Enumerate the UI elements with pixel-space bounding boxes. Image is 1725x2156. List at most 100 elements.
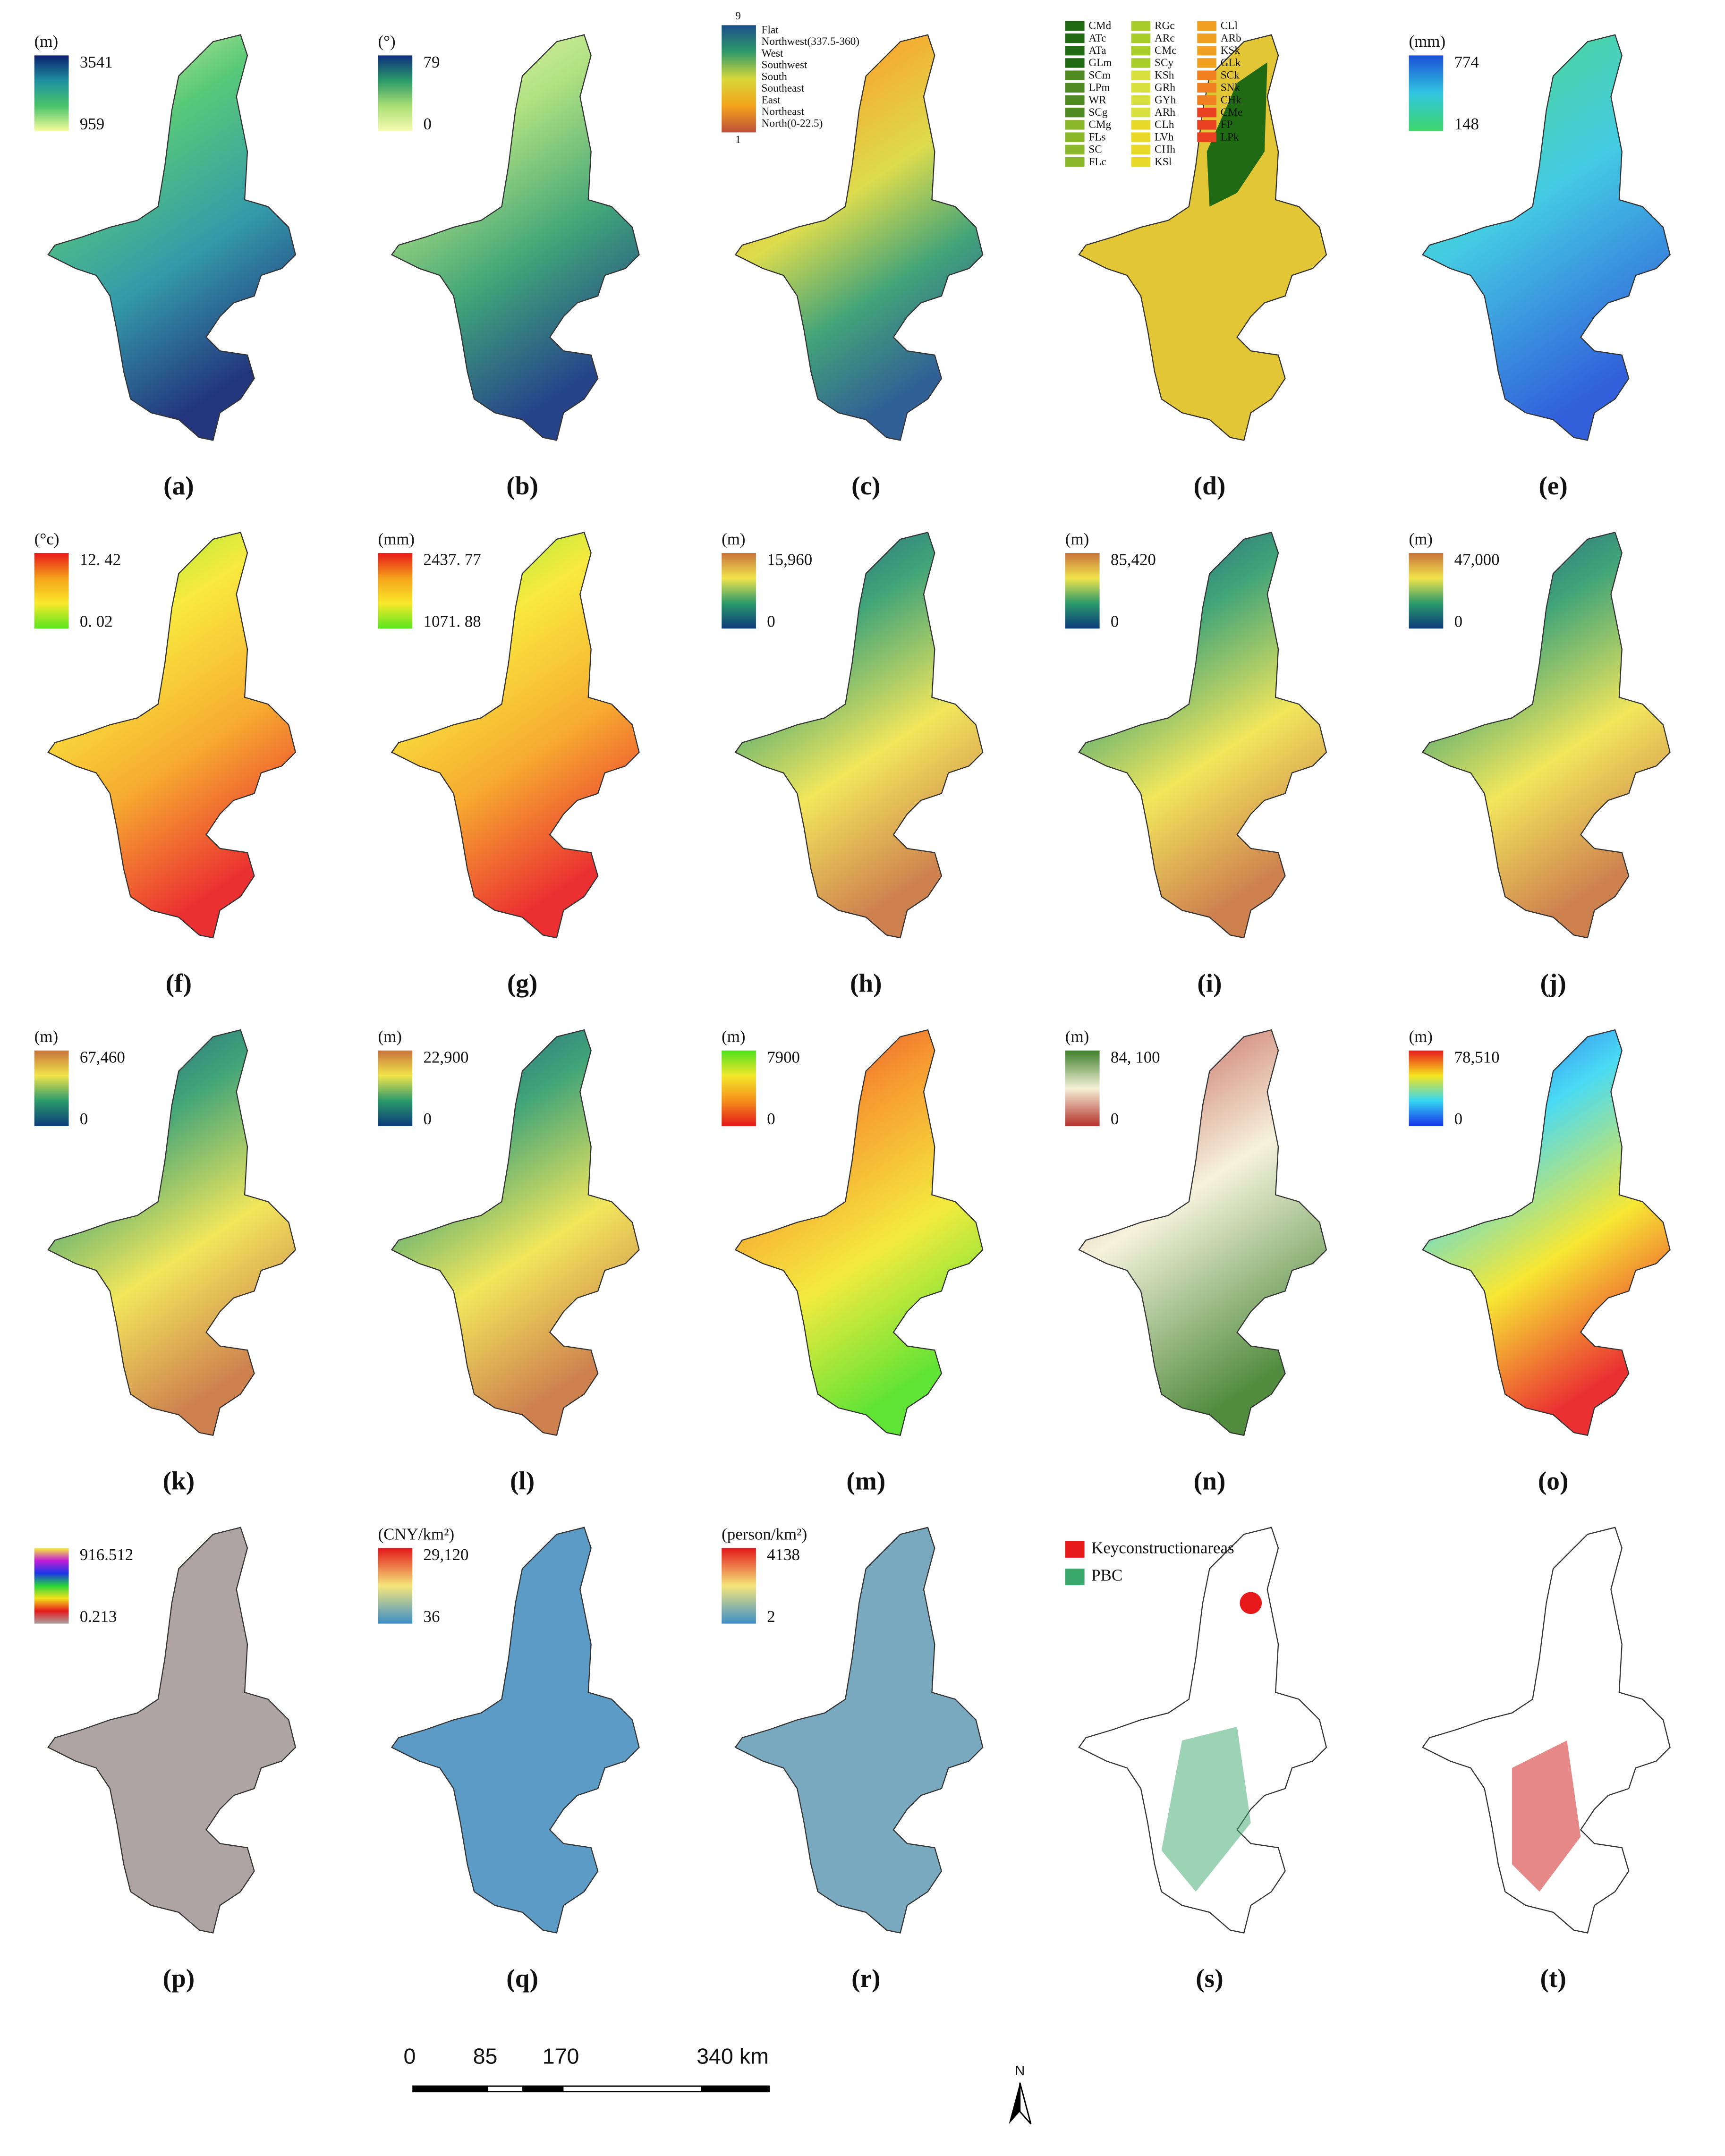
panel: (p) 916.512 0.213 xyxy=(34,1527,297,1993)
legend-item: CMe xyxy=(1221,106,1243,119)
map-region xyxy=(1078,532,1327,939)
legend-min: 0 xyxy=(424,115,432,133)
legend-item: Flat xyxy=(762,24,779,36)
panel: (q) (CNY/km²) 29,120 36 xyxy=(378,1525,640,1993)
panel-label: (k) xyxy=(163,1466,195,1495)
panel: (j) (m) 47,000 0 xyxy=(1409,530,1671,998)
scale-label: 340 km xyxy=(697,2044,769,2069)
legend-max: 22,900 xyxy=(424,1048,469,1066)
panel-label: (f) xyxy=(166,969,192,998)
panel: (c) 9 1 FlatNorthwest(337.5-360)WestSouthwe… xyxy=(722,10,984,500)
north-arrow-right xyxy=(1019,2082,1032,2125)
map-detail xyxy=(1161,1726,1251,1892)
legend-item: ATc xyxy=(1088,32,1106,44)
legend-unit: (m) xyxy=(34,32,58,51)
north-arrow: N xyxy=(1009,2063,1032,2125)
legend-swatch xyxy=(1065,144,1085,154)
legend-item: CHh xyxy=(1155,144,1175,156)
legend-item: KSk xyxy=(1221,44,1241,57)
legend-min: 0. 02 xyxy=(80,612,113,631)
legend-item: GYh xyxy=(1155,94,1176,106)
legend-item: GLm xyxy=(1088,57,1112,69)
panel-label: (n) xyxy=(1194,1466,1226,1495)
legend-item: CLh xyxy=(1155,119,1174,131)
legend-item: LPk xyxy=(1221,131,1239,143)
legend-item: Southwest xyxy=(762,59,807,71)
map-region xyxy=(391,532,640,939)
legend-bar xyxy=(378,1548,413,1624)
legend-unit: (m) xyxy=(1409,530,1433,548)
scale-label: 0 xyxy=(403,2044,416,2069)
legend-unit: (mm) xyxy=(378,530,415,548)
legend-swatch xyxy=(1065,108,1085,118)
legend-swatch xyxy=(1197,132,1217,142)
legend-bar xyxy=(722,553,756,629)
legend-min: 1071. 88 xyxy=(424,612,481,631)
legend-swatch xyxy=(1065,83,1085,93)
legend-item: Southeast xyxy=(762,82,805,94)
panel-label: (h) xyxy=(850,969,882,998)
map-region xyxy=(391,34,640,441)
legend-item: North(0-22.5) xyxy=(762,117,823,129)
legend-swatch xyxy=(1131,70,1151,80)
panel-label: (s) xyxy=(1196,1964,1223,1993)
panel-label: (d) xyxy=(1194,471,1226,500)
map-region xyxy=(47,532,297,939)
map-region xyxy=(391,1527,640,1934)
panel: (o) (m) 78,510 0 xyxy=(1409,1027,1671,1495)
panel: (k) (m) 67,460 0 xyxy=(34,1027,297,1495)
legend-unit: (m) xyxy=(1065,1027,1089,1046)
map-detail xyxy=(1240,1592,1262,1614)
legend-swatch xyxy=(1197,33,1217,43)
legend-unit: (m) xyxy=(1065,530,1089,548)
legend-item: GRh xyxy=(1155,82,1175,94)
legend-item: KSl xyxy=(1155,156,1172,168)
map-region xyxy=(47,34,297,441)
map-region xyxy=(1078,1029,1327,1436)
panel: (a) (m) 3541 959 xyxy=(34,32,297,500)
legend-max: 916.512 xyxy=(80,1545,133,1564)
legend-item: East xyxy=(762,94,781,106)
legend-item: ARc xyxy=(1155,32,1175,44)
legend-item: SCk xyxy=(1221,69,1240,81)
legend-max: 47,000 xyxy=(1454,551,1500,569)
legend-item: FLs xyxy=(1088,131,1105,143)
map-region-detail xyxy=(1207,62,1267,207)
legend-bar xyxy=(1409,55,1444,131)
legend-min: 1 xyxy=(735,134,741,146)
legend-min: 0 xyxy=(1111,612,1119,631)
legend-swatch xyxy=(1065,58,1085,68)
map-region xyxy=(1421,1527,1671,1934)
scale-bar-segment xyxy=(488,2087,523,2091)
panel-label: (e) xyxy=(1538,471,1567,500)
legend-unit: (m) xyxy=(722,530,745,548)
legend-max: 2437. 77 xyxy=(424,551,481,569)
panel-label: (m) xyxy=(846,1466,885,1495)
legend-bar xyxy=(722,1050,756,1126)
legend-swatch xyxy=(1065,1569,1085,1586)
legend-item: CMg xyxy=(1088,119,1111,131)
legend-swatch xyxy=(1065,132,1085,142)
map-region xyxy=(734,1527,984,1934)
legend-min: 0 xyxy=(767,1110,775,1128)
legend-unit: (mm) xyxy=(1409,32,1446,51)
legend-bar xyxy=(34,1548,69,1624)
legend-bar xyxy=(1065,553,1100,629)
map-detail xyxy=(1512,1740,1581,1892)
panel: (r) (person/km²) 4138 2 xyxy=(722,1525,984,1993)
map-region xyxy=(47,1527,297,1934)
panel-label: (b) xyxy=(506,471,538,500)
legend-bar xyxy=(34,553,69,629)
north-label: N xyxy=(1015,2063,1025,2079)
legend-unit: (m) xyxy=(1409,1027,1433,1046)
legend-swatch xyxy=(1131,132,1151,142)
legend-max: 84, 100 xyxy=(1111,1048,1160,1066)
legend-swatch xyxy=(1131,21,1151,31)
legend-swatch xyxy=(1131,58,1151,68)
legend-swatch xyxy=(1065,1541,1085,1558)
legend-item: RGc xyxy=(1155,20,1175,32)
legend-item: ATa xyxy=(1088,44,1106,57)
legend-item: CMd xyxy=(1088,20,1111,32)
